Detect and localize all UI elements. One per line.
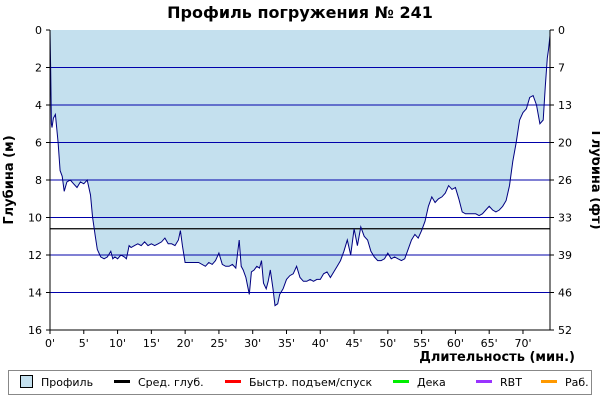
legend-label: Сред. глуб. — [138, 376, 204, 389]
x-tick-label: 5' — [79, 337, 89, 350]
x-tick-label: 30' — [244, 337, 261, 350]
y-tick-label-left: 4 — [35, 99, 42, 112]
y-tick-label-right: 26 — [558, 174, 572, 187]
y-tick-label-left: 16 — [28, 324, 42, 337]
legend-item-deco: Дека — [393, 371, 446, 394]
legend-swatch-deco — [393, 380, 409, 383]
y-tick-label-right: 52 — [558, 324, 572, 337]
y-axis-label-left: Глубина (м) — [2, 135, 17, 224]
x-tick-label: 50' — [379, 337, 396, 350]
legend-item-rbt: RBT — [476, 371, 522, 394]
y-tick-label-right: 46 — [558, 287, 572, 300]
y-tick-label-right: 7 — [558, 62, 565, 75]
legend-label: Дека — [417, 376, 446, 389]
x-tick-label: 45' — [346, 337, 363, 350]
profile-line-layer — [49, 29, 551, 307]
y-tick-label-left: 14 — [28, 287, 42, 300]
x-tick-label: 70' — [514, 337, 531, 350]
legend-swatch-profile — [20, 375, 33, 388]
y-tick-label-left: 12 — [28, 249, 42, 262]
x-tick-label: 65' — [481, 337, 498, 350]
legend-item-fast-ascent: Быстр. подъем/спуск — [225, 371, 372, 394]
profile-area-layer — [50, 30, 550, 306]
y-tick-label-left: 6 — [35, 137, 42, 150]
legend-swatch-rbt — [476, 380, 492, 383]
y-tick-label-left: 10 — [28, 212, 42, 225]
profile-area — [50, 30, 550, 306]
legend-label: Быстр. подъем/спуск — [249, 376, 373, 389]
y-tick-label-left: 0 — [35, 24, 42, 37]
legend-label: Профиль — [41, 376, 94, 389]
x-tick-label: 10' — [109, 337, 126, 350]
y-tick-label-right: 20 — [558, 137, 572, 150]
legend-swatch-fast-ascent — [225, 380, 241, 383]
x-tick-label: 0' — [45, 337, 55, 350]
x-tick-label: 15' — [143, 337, 160, 350]
chart-legend: Профиль Сред. глуб. Быстр. подъем/спуск … — [8, 370, 592, 395]
axes-layer — [46, 29, 554, 334]
legend-item-average-depth: Сред. глуб. — [114, 371, 204, 394]
y-axis-label-right: Глубина (фт) — [588, 130, 600, 229]
y-tick-label-right: 39 — [558, 249, 572, 262]
x-tick-label: 40' — [312, 337, 329, 350]
grid-layer — [50, 67, 550, 293]
x-tick-label: 55' — [413, 337, 430, 350]
legend-label: Раб. — [565, 376, 589, 389]
y-tick-label-left: 8 — [35, 174, 42, 187]
legend-label: RBT — [500, 376, 522, 389]
y-tick-label-right: 33 — [558, 212, 572, 225]
x-tick-label: 60' — [447, 337, 464, 350]
y-tick-label-right: 0 — [558, 24, 565, 37]
legend-swatch-work — [541, 380, 557, 383]
x-tick-label: 25' — [210, 337, 227, 350]
x-axis-label: Длительность (мин.) — [419, 350, 575, 365]
legend-swatch-average-depth — [114, 380, 130, 383]
legend-item-profile: Профиль — [20, 371, 93, 394]
legend-item-work: Раб. — [541, 371, 589, 394]
x-tick-label: 20' — [177, 337, 194, 350]
profile-line — [49, 29, 551, 307]
y-tick-label-right: 13 — [558, 99, 572, 112]
chart-title: Профиль погружения № 241 — [167, 3, 433, 22]
x-tick-label: 35' — [278, 337, 295, 350]
y-tick-label-left: 2 — [35, 62, 42, 75]
